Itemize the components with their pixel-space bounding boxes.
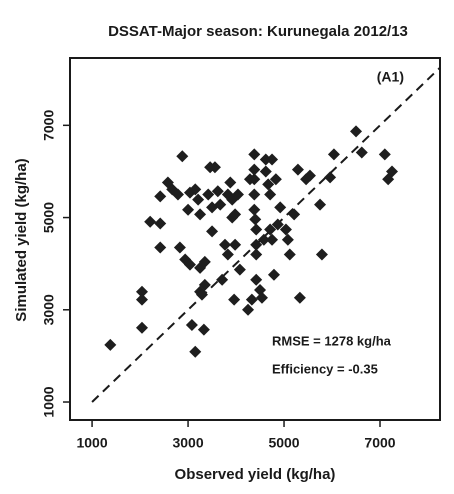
- x-tick-label: 3000: [172, 435, 203, 451]
- rmse-annotation: RMSE = 1278 kg/ha: [272, 333, 392, 348]
- one-to-one-line: [91, 66, 441, 403]
- y-tick-label: 3000: [41, 294, 57, 325]
- data-point: [257, 233, 270, 246]
- data-point: [324, 171, 337, 184]
- data-point: [104, 338, 117, 351]
- y-tick-label: 1000: [41, 386, 57, 417]
- data-point: [206, 225, 219, 238]
- plot-frame: [69, 57, 441, 421]
- data-point: [248, 148, 261, 161]
- data-point: [350, 125, 363, 138]
- data-point: [176, 150, 189, 163]
- data-point: [197, 323, 210, 336]
- data-point: [315, 248, 328, 261]
- data-point: [233, 263, 246, 276]
- data-point: [189, 183, 202, 196]
- data-point: [281, 233, 294, 246]
- data-point: [264, 188, 277, 201]
- data-point: [216, 273, 229, 286]
- data-point: [208, 161, 221, 174]
- data-point: [245, 293, 258, 306]
- data-point: [154, 217, 167, 230]
- data-point: [173, 241, 186, 254]
- data-point: [274, 201, 287, 214]
- data-point: [229, 238, 242, 251]
- x-tick-label: 5000: [268, 435, 299, 451]
- data-point: [293, 291, 306, 304]
- data-point: [378, 148, 391, 161]
- data-point: [144, 215, 157, 228]
- x-tick-label: 1000: [76, 435, 107, 451]
- data-point: [259, 153, 272, 166]
- data-point: [192, 193, 205, 206]
- x-tick-label: 7000: [364, 435, 395, 451]
- data-point: [271, 218, 284, 231]
- y-tick-label: 5000: [41, 202, 57, 233]
- data-point: [262, 178, 275, 191]
- data-point: [214, 198, 227, 211]
- data-point: [303, 169, 316, 182]
- data-point: [250, 238, 263, 251]
- panel-label: (A1): [377, 69, 404, 85]
- data-point: [279, 223, 292, 236]
- data-point: [314, 198, 327, 211]
- data-point: [386, 165, 399, 178]
- chart-title: DSSAT-Major season: Kurunegala 2012/13: [108, 23, 408, 40]
- data-point: [198, 278, 211, 291]
- data-point: [267, 268, 280, 281]
- data-point: [194, 208, 207, 221]
- data-point: [288, 208, 301, 221]
- data-point: [185, 319, 198, 332]
- data-point: [242, 303, 255, 316]
- data-point: [221, 248, 234, 261]
- data-point: [182, 203, 195, 216]
- data-point: [202, 188, 215, 201]
- x-axis-label: Observed yield (kg/ha): [175, 466, 336, 483]
- data-point: [228, 293, 241, 306]
- data-point: [266, 233, 279, 246]
- data-point: [250, 273, 263, 286]
- data-point: [211, 185, 224, 198]
- data-point: [154, 190, 167, 203]
- data-point: [135, 285, 148, 298]
- data-point: [135, 321, 148, 334]
- data-point: [248, 203, 261, 216]
- data-point: [327, 148, 340, 161]
- data-point: [266, 153, 279, 166]
- data-point: [269, 173, 282, 186]
- data-point: [249, 213, 262, 226]
- data-point: [283, 248, 296, 261]
- data-point: [248, 163, 261, 176]
- data-point: [183, 258, 196, 271]
- data-point: [255, 291, 268, 304]
- data-point: [154, 241, 167, 254]
- data-point: [189, 345, 202, 358]
- data-point: [171, 188, 184, 201]
- efficiency-annotation: Efficiency = -0.35: [272, 361, 378, 376]
- data-point: [224, 176, 237, 189]
- data-point: [135, 293, 148, 306]
- data-point: [248, 173, 261, 186]
- data-point: [259, 165, 272, 178]
- data-point: [231, 188, 244, 201]
- data-point: [355, 146, 368, 159]
- data-point: [219, 238, 232, 251]
- data-point: [291, 163, 304, 176]
- data-point: [248, 188, 261, 201]
- data-point: [195, 288, 208, 301]
- data-point: [229, 208, 242, 221]
- data-point: [250, 248, 263, 261]
- data-point: [250, 223, 263, 236]
- data-point: [198, 255, 211, 268]
- y-tick-label: 7000: [41, 110, 57, 141]
- data-point: [264, 223, 277, 236]
- y-axis-label: Simulated yield (kg/ha): [13, 158, 30, 321]
